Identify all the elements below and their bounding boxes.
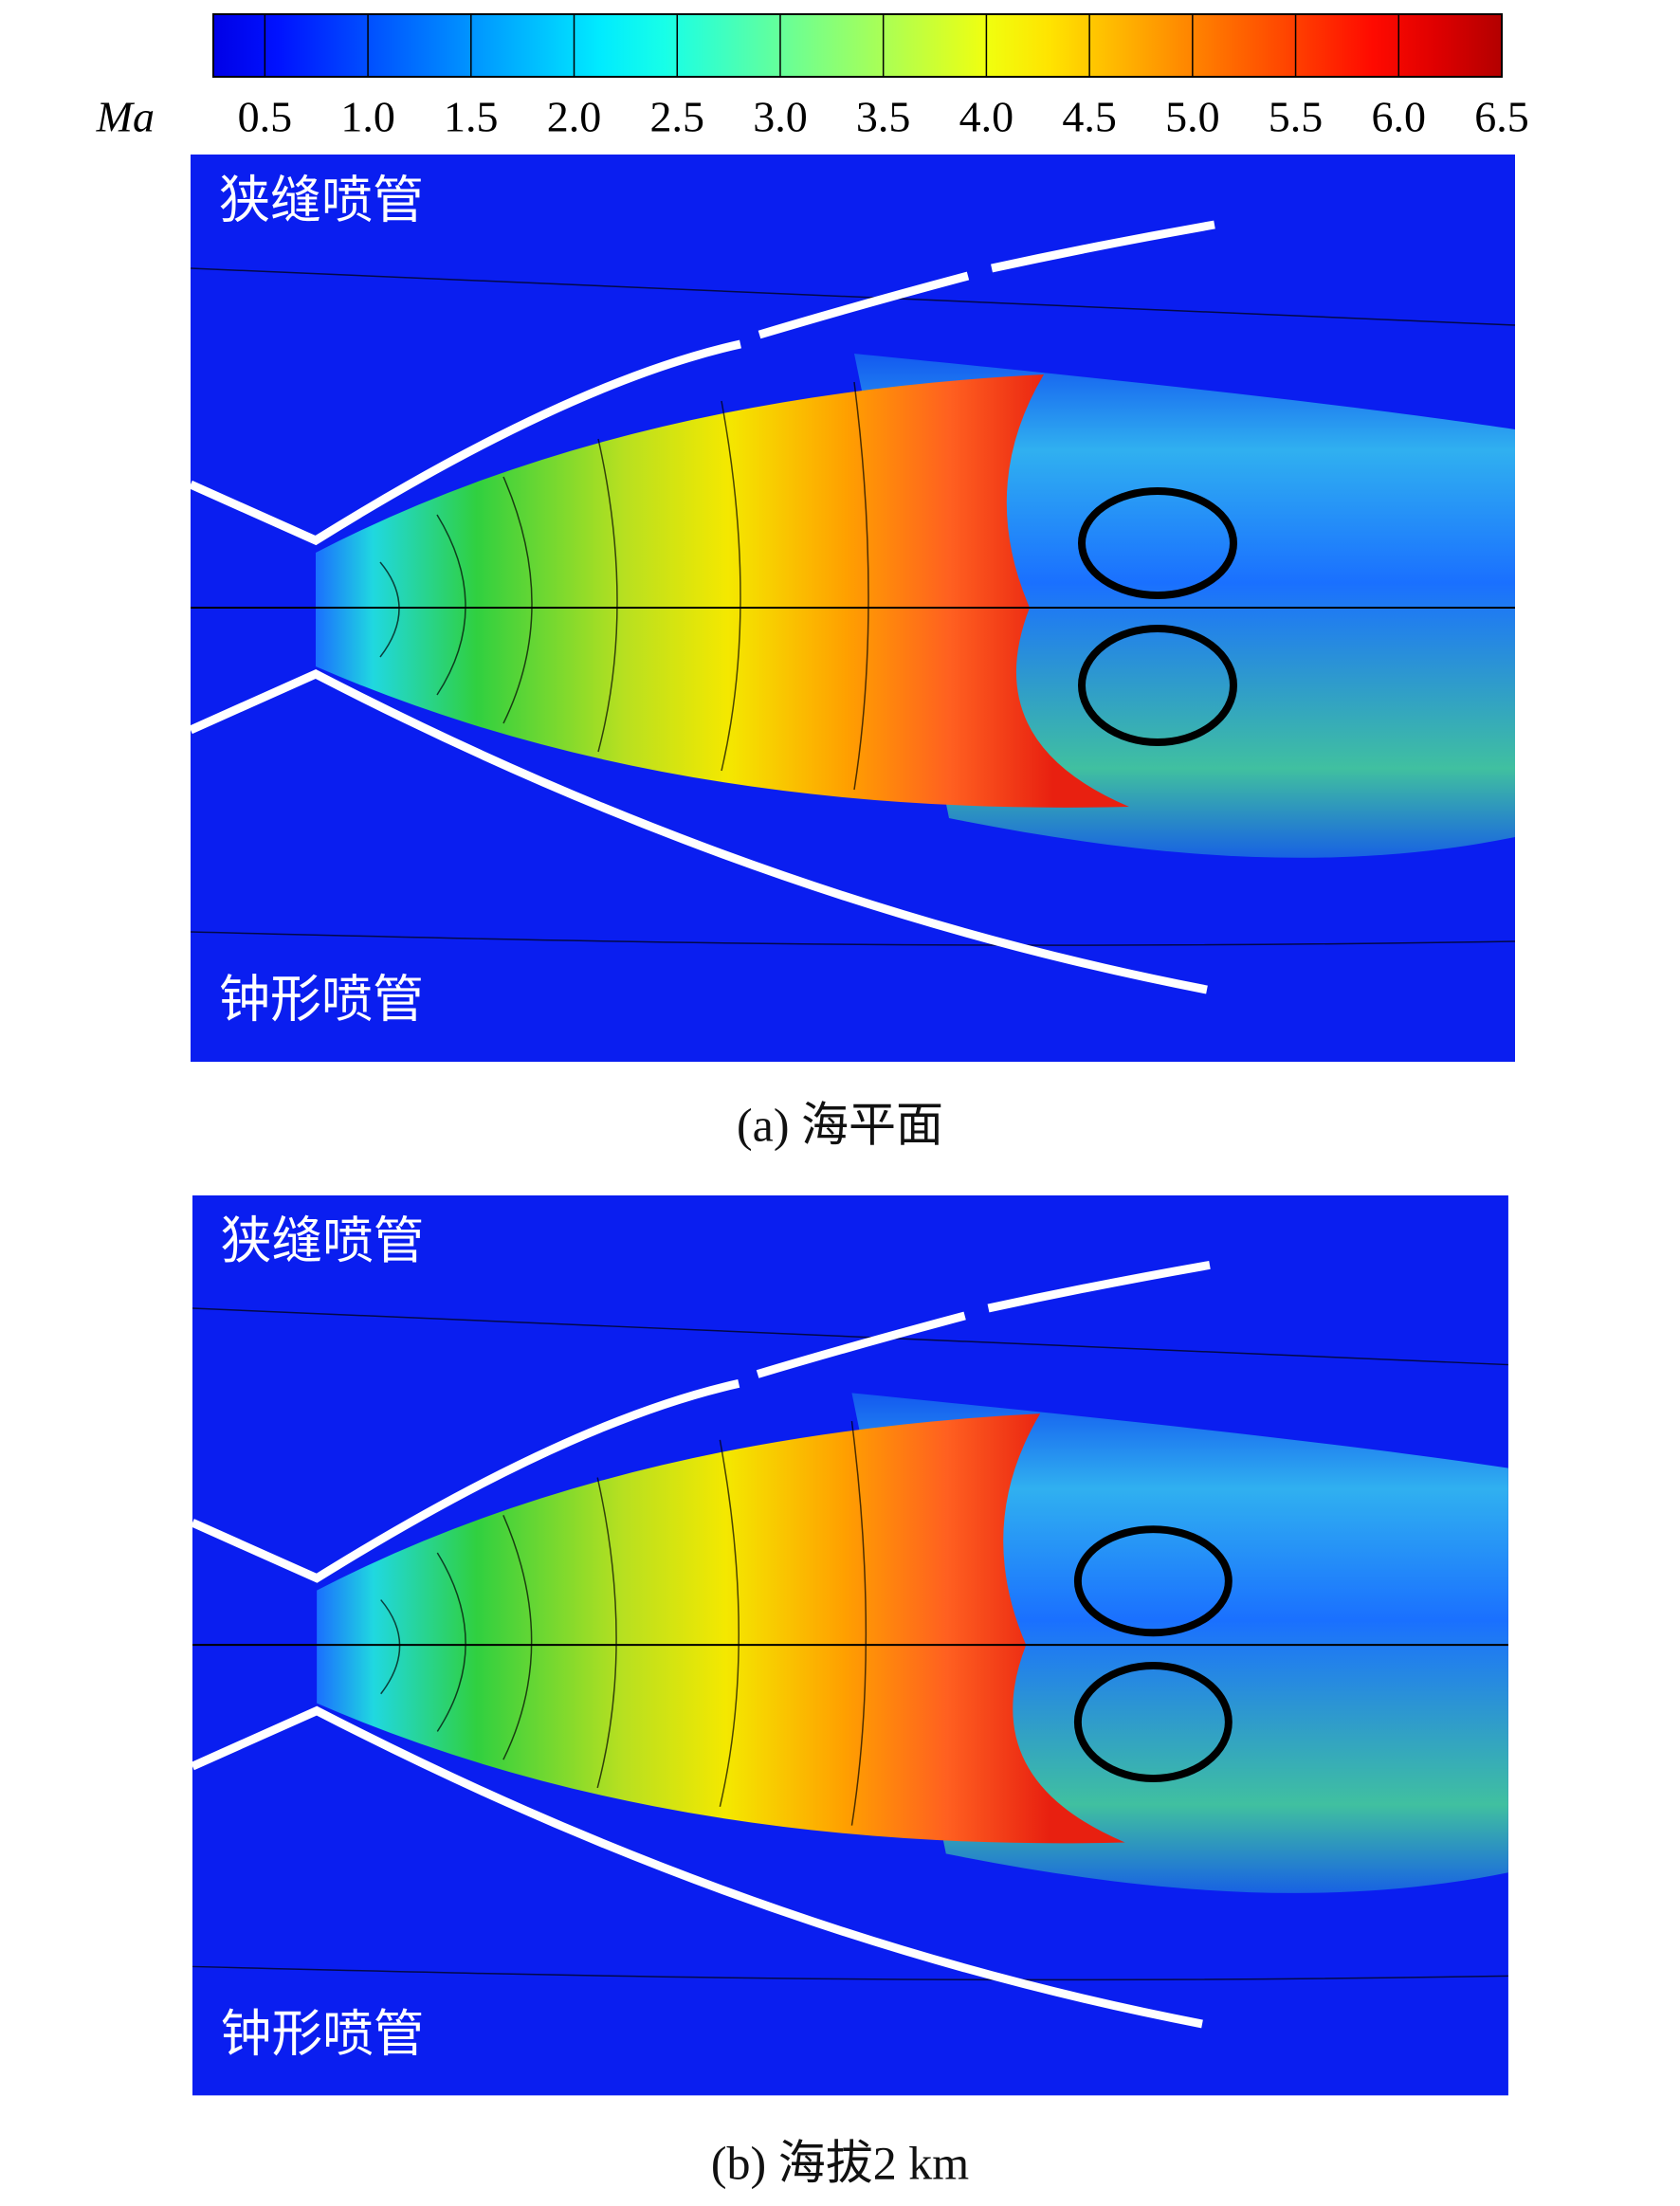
colorbar-tick-label: 2.0	[547, 93, 602, 141]
colorbar-tick-label: 5.0	[1165, 93, 1220, 141]
panel-bottom-label: 钟形喷管	[219, 970, 424, 1030]
panel-top-label: 狭缝喷管	[219, 171, 424, 230]
colorbar-tick-label: 3.5	[856, 93, 911, 141]
panel-b: 狭缝喷管 钟形喷管	[192, 1195, 1508, 2095]
panel-a: 狭缝喷管 钟形喷管	[191, 155, 1515, 1062]
colorbar-label: Ma	[96, 93, 155, 141]
colorbar-tick-label: 1.5	[444, 93, 499, 141]
colorbar-tick-label: 4.5	[1062, 93, 1117, 141]
colorbar-tick-label: 6.0	[1372, 93, 1427, 141]
colorbar-tick-label: 2.5	[649, 93, 704, 141]
colorbar	[212, 13, 1503, 78]
colorbar-tick-label: 3.0	[753, 93, 808, 141]
panel-top-label: 狭缝喷管	[221, 1211, 425, 1270]
colorbar-tick-label: 5.5	[1269, 93, 1324, 141]
colorbar-tick-label: 6.5	[1474, 93, 1529, 141]
panel-bottom-label: 钟形喷管	[221, 2004, 425, 2064]
caption: (a) 海平面	[737, 1098, 943, 1151]
colorbar-tick-label: 1.0	[340, 93, 395, 141]
caption: (b) 海拔2 km	[711, 2136, 969, 2189]
colorbar-tick-label: 4.0	[959, 93, 1014, 141]
colorbar-tick-label: 0.5	[238, 93, 293, 141]
